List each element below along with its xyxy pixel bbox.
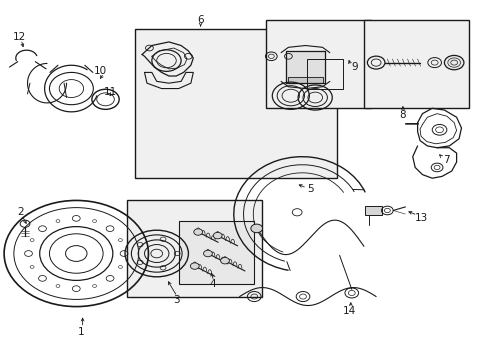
Text: 3: 3	[173, 295, 179, 305]
Circle shape	[250, 224, 262, 233]
Circle shape	[444, 55, 463, 70]
Text: 5: 5	[306, 184, 313, 194]
Text: 14: 14	[342, 306, 355, 316]
Polygon shape	[285, 51, 325, 83]
Text: 1: 1	[78, 327, 84, 337]
Text: 4: 4	[209, 279, 216, 289]
Bar	[266, 21, 370, 108]
Bar	[135, 30, 336, 178]
Bar	[178, 221, 254, 284]
Bar	[127, 200, 261, 297]
Circle shape	[213, 232, 222, 239]
Text: 6: 6	[197, 15, 203, 26]
Circle shape	[193, 229, 202, 235]
Text: 9: 9	[350, 62, 357, 72]
Bar	[364, 206, 382, 215]
Circle shape	[190, 263, 199, 269]
Text: 8: 8	[399, 111, 406, 121]
Circle shape	[203, 250, 212, 257]
Text: 10: 10	[94, 66, 107, 76]
Text: 11: 11	[103, 87, 117, 97]
Text: 12: 12	[13, 32, 26, 41]
Bar	[363, 21, 468, 108]
Text: 7: 7	[443, 155, 449, 165]
Text: 13: 13	[413, 213, 427, 222]
Polygon shape	[288, 77, 322, 83]
Circle shape	[220, 257, 229, 264]
Text: 2: 2	[17, 207, 23, 217]
